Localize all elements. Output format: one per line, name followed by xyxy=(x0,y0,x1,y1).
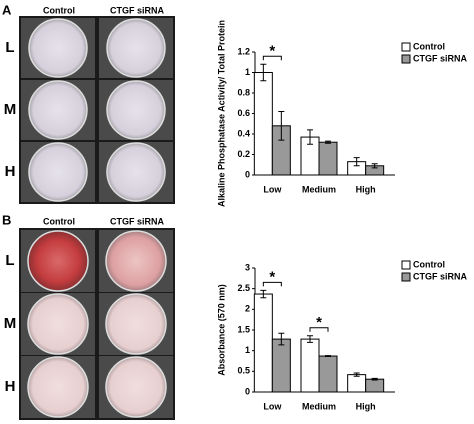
x-tick-label: High xyxy=(356,184,376,194)
bar xyxy=(300,338,320,393)
error-bar xyxy=(260,63,267,82)
panel-label: B xyxy=(2,212,11,227)
bar xyxy=(271,338,291,393)
y-tick-label: 1 xyxy=(245,345,250,355)
error-bar xyxy=(307,335,313,343)
well xyxy=(106,80,166,140)
significance-bracket xyxy=(262,281,282,287)
well xyxy=(105,230,167,292)
bar xyxy=(253,72,273,176)
well xyxy=(28,80,88,140)
y-tick-label: 0 xyxy=(245,169,250,179)
y-tick-label: 0.5 xyxy=(237,366,250,376)
x-tick-label: Low xyxy=(263,184,282,194)
y-axis-label: Alkaline Phosphatase Activity/ Total Pro… xyxy=(216,20,226,207)
error-bar xyxy=(353,372,360,377)
legend-swatch xyxy=(401,42,411,52)
column-header: CTGF siRNA xyxy=(110,5,165,15)
error-bar xyxy=(353,157,360,167)
y-tick-label: 1.5 xyxy=(237,324,250,334)
y-tick-label: 0.8 xyxy=(237,87,250,97)
row-label: M xyxy=(4,101,17,118)
legend-label: CTGF siRNA xyxy=(413,271,468,281)
x-tick-label: Medium xyxy=(302,184,336,194)
legend-swatch xyxy=(401,260,411,270)
row-label: L xyxy=(5,39,14,56)
bar xyxy=(365,378,385,393)
row-label: M xyxy=(4,315,17,332)
well xyxy=(27,230,89,292)
y-tick-label: 0.4 xyxy=(237,128,250,138)
column-header: CTGF siRNA xyxy=(110,216,165,226)
panel-label: A xyxy=(2,2,12,17)
well xyxy=(105,293,167,355)
legend-label: Control xyxy=(413,259,445,269)
bar xyxy=(318,141,338,176)
significance-marker: * xyxy=(269,42,275,59)
significance-marker: * xyxy=(269,268,275,285)
well xyxy=(105,356,167,418)
bar xyxy=(253,293,273,393)
error-bar xyxy=(371,377,378,381)
y-tick-label: 0 xyxy=(245,386,250,396)
legend-swatch xyxy=(401,272,411,282)
y-tick-label: 2.5 xyxy=(237,283,250,293)
well xyxy=(28,142,88,202)
legend-label: CTGF siRNA xyxy=(413,53,468,63)
x-tick-label: Low xyxy=(263,401,282,411)
error-bar xyxy=(260,289,267,299)
row-label: L xyxy=(5,252,14,269)
bar xyxy=(318,355,338,393)
y-axis-label: Absorbance (570 nm) xyxy=(216,284,226,376)
error-bar xyxy=(278,110,285,141)
y-tick-label: 1.2 xyxy=(237,46,250,56)
legend-swatch xyxy=(401,54,411,64)
column-header: Control xyxy=(43,216,75,226)
y-tick-label: 0.2 xyxy=(237,149,250,159)
error-bar xyxy=(371,163,378,169)
row-label: H xyxy=(5,378,16,395)
x-tick-label: Medium xyxy=(302,401,336,411)
well xyxy=(106,18,166,78)
y-tick-label: 1 xyxy=(245,67,250,77)
x-tick-label: High xyxy=(356,401,376,411)
legend-label: Control xyxy=(413,41,445,51)
y-tick-label: 2 xyxy=(245,304,250,314)
error-bar xyxy=(307,129,313,145)
bar xyxy=(347,374,367,393)
y-tick-label: 3 xyxy=(245,262,250,272)
error-bar xyxy=(325,140,331,144)
error-bar xyxy=(278,332,285,346)
well xyxy=(27,356,89,418)
y-tick-label: 0.6 xyxy=(237,108,250,118)
error-bar xyxy=(325,355,331,357)
significance-bracket xyxy=(309,327,329,332)
significance-marker: * xyxy=(316,314,322,331)
well xyxy=(27,293,89,355)
well xyxy=(106,142,166,202)
significance-bracket xyxy=(262,55,282,61)
column-header: Control xyxy=(43,5,75,15)
row-label: H xyxy=(5,163,16,180)
well xyxy=(28,18,88,78)
